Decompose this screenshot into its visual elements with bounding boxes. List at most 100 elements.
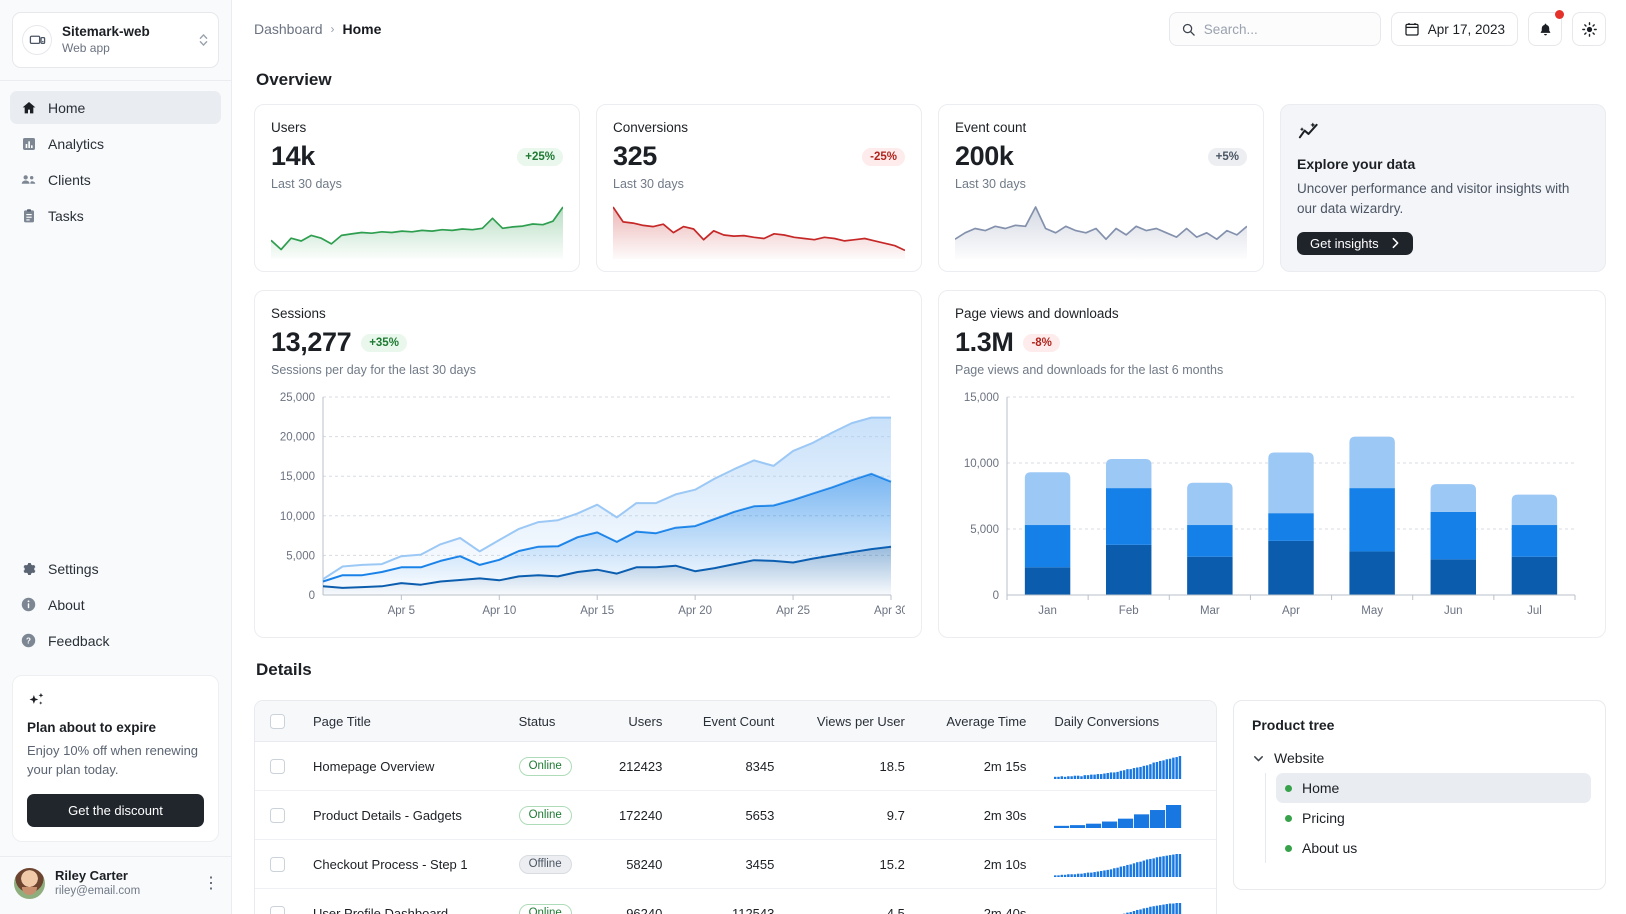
cell-average-time: 2m 10s (918, 839, 1041, 890)
sidebar-item-feedback[interactable]: ? Feedback (10, 624, 221, 657)
sparkline-users (271, 201, 563, 259)
column-views-per-user[interactable]: Views per User (788, 701, 919, 743)
stat-value: 325 (613, 141, 657, 171)
status-badge: Online (518, 805, 572, 825)
chevron-down-icon[interactable] (1252, 752, 1265, 765)
chart-value: 1.3M (955, 327, 1014, 357)
column-users[interactable]: Users (596, 701, 677, 743)
sidebar-item-label: Settings (48, 560, 99, 577)
chart-title: Page views and downloads (955, 306, 1119, 321)
sidebar: Sitemark-web Web app Home Anal (0, 0, 232, 914)
home-icon (20, 99, 37, 116)
svg-text:May: May (1361, 605, 1383, 617)
explore-text: Uncover performance and visitor insights… (1297, 181, 1570, 217)
sparkline-conversions (613, 201, 905, 259)
sidebar-item-tasks[interactable]: Tasks (10, 199, 221, 232)
svg-text:20,000: 20,000 (280, 432, 315, 444)
chevron-right-icon: › (330, 22, 335, 36)
status-badge: Online (518, 903, 572, 914)
tree-node-website[interactable]: Website (1248, 745, 1591, 771)
breadcrumb: Dashboard › Home (254, 21, 381, 37)
select-all-checkbox[interactable] (269, 714, 285, 730)
tasks-icon (20, 207, 37, 224)
tree-leaf-pricing[interactable]: Pricing (1276, 803, 1591, 833)
stat-value: 200k (955, 141, 1014, 171)
cell-event-count: 112543 (731, 905, 775, 914)
stat-period: Last 30 days (613, 177, 684, 191)
table-body: Homepage Overview Online 212423 8345 18.5 2m … (255, 741, 1216, 914)
explore-data-card: Explore your data Uncover performance an… (1280, 104, 1606, 272)
svg-text:0: 0 (309, 590, 315, 602)
topbar-actions: Apr 17, 2023 (1168, 10, 1606, 46)
workspace-type: Web app (62, 40, 110, 55)
cell-views-per-user: 4.5 (886, 905, 905, 914)
row-checkbox[interactable] (269, 808, 285, 824)
svg-text:?: ? (26, 637, 31, 646)
svg-text:Apr 20: Apr 20 (678, 605, 712, 617)
tree-leaf-about-us[interactable]: About us (1276, 833, 1591, 863)
table-row[interactable]: Checkout Process - Step 1 Offline 58240 345… (255, 839, 1216, 890)
chart-value: 13,277 (271, 327, 352, 357)
cell-daily-conversions (1040, 839, 1216, 890)
stat-card-conversions: Conversions 325 -25% Last 30 days (596, 104, 922, 272)
search-input[interactable] (1203, 21, 1369, 37)
user-profile[interactable]: Riley Carter riley@email.com ⋮ (0, 857, 231, 914)
workspace-selector[interactable]: Sitemark-web Web app (12, 12, 219, 68)
theme-toggle-button[interactable] (1572, 12, 1606, 46)
column-average-time[interactable]: Average Time (918, 701, 1041, 743)
sidebar-item-settings[interactable]: Settings (10, 552, 221, 585)
table-cell (255, 839, 299, 890)
stat-card-row: Users 14k +25% Last 30 days Conversions … (254, 104, 1606, 272)
sessions-area-chart: 0 5,000 10,000 15,000 20,000 25,000 Apr 5 Apr 1… (271, 387, 905, 625)
search-box[interactable] (1168, 12, 1381, 46)
sparkline-event-count (955, 201, 1247, 259)
get-insights-button[interactable]: Get insights (1297, 231, 1413, 255)
sidebar-item-home[interactable]: Home (10, 91, 221, 124)
kebab-icon[interactable]: ⋮ (203, 874, 219, 892)
cell-event-count: 8345 (676, 741, 789, 792)
tree-leaf-home[interactable]: Home (1276, 773, 1591, 803)
column-status[interactable]: Status (504, 701, 596, 743)
sidebar-item-clients[interactable]: Clients (10, 163, 221, 196)
cell-users: 96240 (626, 905, 663, 914)
breadcrumb-dashboard[interactable]: Dashboard (254, 21, 323, 37)
help-icon: ? (20, 632, 37, 649)
date-label: Apr 17, 2023 (1427, 21, 1505, 37)
column-daily-conversions[interactable]: Daily Conversions (1040, 701, 1216, 743)
sidebar-item-label: Clients (48, 171, 91, 188)
row-checkbox[interactable] (269, 857, 285, 873)
svg-text:Jul: Jul (1527, 605, 1542, 617)
table-header-row: Page Title Status Users Event Count View… (255, 701, 1216, 743)
table-row[interactable]: Product Details - Gadgets Online 172240 565… (255, 790, 1216, 841)
pageviews-chart-card: Page views and downloads 1.3M -8% Page v… (938, 290, 1606, 638)
svg-text:0: 0 (993, 590, 999, 602)
row-checkbox[interactable] (269, 759, 285, 775)
cell-average-time: 2m 30s (918, 790, 1041, 841)
device-icon (22, 25, 52, 55)
notifications-button[interactable] (1528, 10, 1564, 46)
breadcrumb-current: Home (342, 21, 382, 37)
sidebar-item-analytics[interactable]: Analytics (10, 127, 221, 160)
sidebar-item-about[interactable]: About (10, 588, 221, 621)
search-icon (1181, 22, 1196, 37)
sparkle-icon (27, 690, 204, 712)
svg-text:Apr 15: Apr 15 (580, 605, 614, 617)
status-badge: -8% (1023, 333, 1060, 352)
row-checkbox[interactable] (269, 906, 285, 914)
chevron-updown-icon (198, 32, 209, 48)
table-row[interactable]: User Profile Dashboard Online 96240 112543 4… (255, 889, 1216, 914)
cell-average-time: 2m 15s (918, 741, 1041, 792)
calendar-icon (1404, 21, 1420, 37)
date-picker-button[interactable]: Apr 17, 2023 (1390, 12, 1518, 46)
main-content: Overview Users 14k +25% Last 30 days Con… (232, 58, 1626, 914)
table-row[interactable]: Homepage Overview Online 212423 8345 18.5 2m … (255, 741, 1216, 792)
column-event-count[interactable]: Event Count (676, 701, 789, 743)
sidebar-secondary-nav: Settings About ? Feedback (0, 552, 231, 657)
user-name: Riley Carter (55, 867, 128, 883)
table-cell (255, 790, 299, 841)
svg-text:5,000: 5,000 (970, 524, 999, 536)
get-discount-button[interactable]: Get the discount (27, 793, 204, 827)
svg-text:Mar: Mar (1200, 605, 1220, 617)
promo-title: Plan about to expire (27, 720, 157, 736)
column-page-title[interactable]: Page Title (299, 701, 505, 743)
